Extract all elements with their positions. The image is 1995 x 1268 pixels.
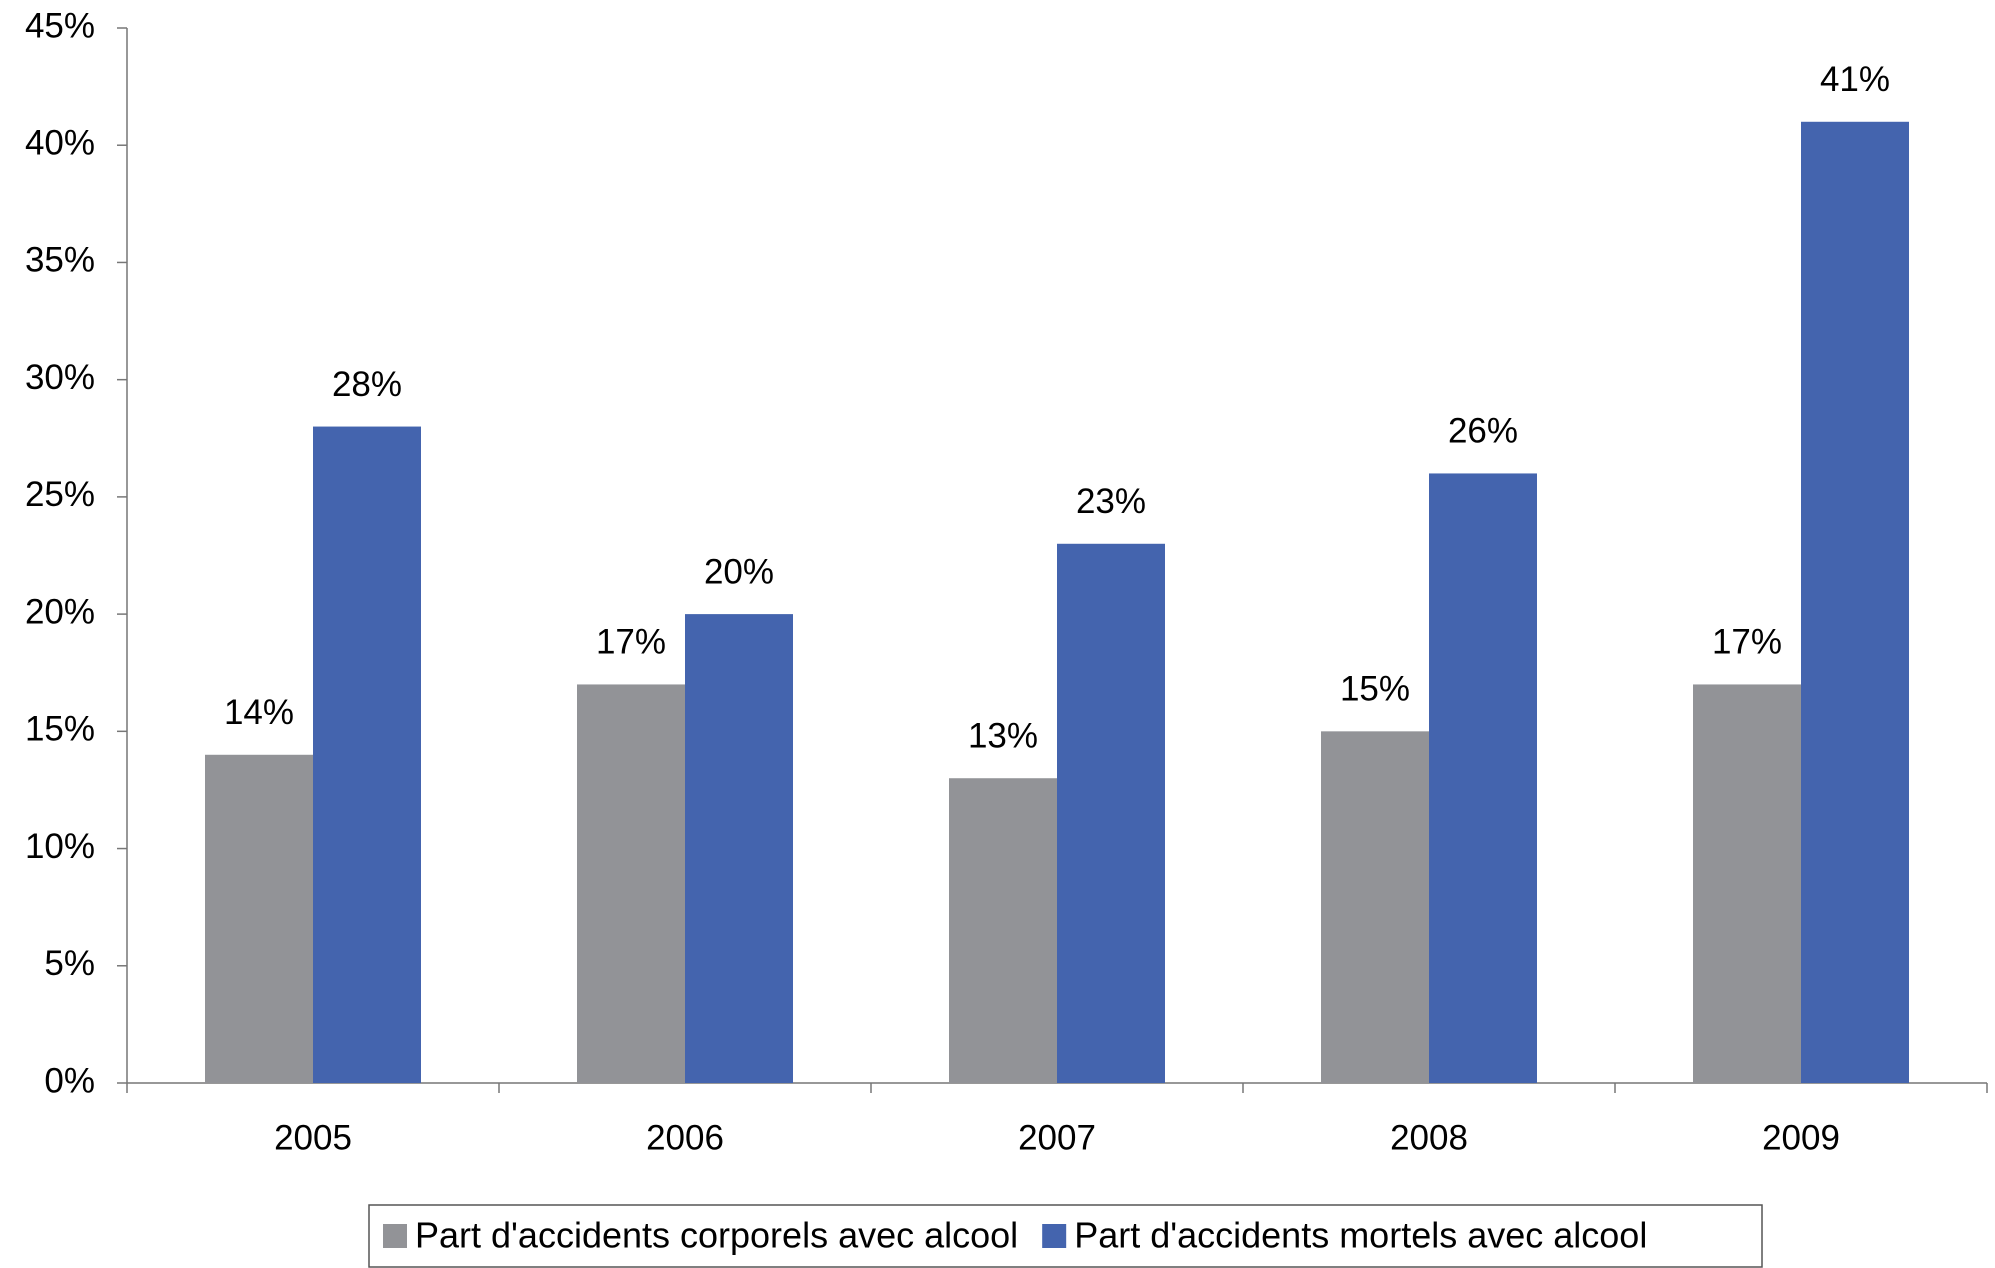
y-tick-label: 35% [25, 241, 95, 280]
data-label: 17% [596, 623, 666, 662]
y-tick-label: 25% [25, 475, 95, 514]
bar [1321, 731, 1429, 1083]
y-tick-label: 30% [25, 358, 95, 397]
y-tick-label: 20% [25, 592, 95, 631]
data-label: 13% [968, 716, 1038, 755]
y-tick-label: 45% [25, 6, 95, 45]
bar [1801, 121, 1909, 1084]
legend-label: Part d'accidents corporels avec alcool [415, 1215, 1018, 1256]
x-tick-label: 2008 [1390, 1118, 1468, 1157]
legend-swatch [383, 1224, 407, 1248]
y-tick-label: 5% [44, 944, 95, 983]
data-label: 26% [1448, 412, 1518, 451]
data-label: 17% [1712, 623, 1782, 662]
legend-swatch [1042, 1224, 1067, 1248]
x-tick-label: 2009 [1762, 1118, 1840, 1157]
bar [1429, 473, 1537, 1083]
bar [577, 684, 685, 1083]
x-tick-label: 2006 [646, 1118, 724, 1157]
y-tick-label: 10% [25, 827, 95, 866]
data-label: 28% [332, 365, 402, 404]
data-label: 41% [1820, 60, 1890, 99]
bar [685, 614, 793, 1083]
legend-label: Part d'accidents mortels avec alcool [1074, 1215, 1647, 1256]
x-tick-label: 2005 [274, 1118, 352, 1157]
bar [1057, 543, 1165, 1083]
data-label: 23% [1076, 482, 1146, 521]
y-tick-label: 15% [25, 710, 95, 749]
data-label: 14% [224, 693, 294, 732]
bar [313, 426, 421, 1083]
bar [205, 754, 313, 1083]
data-label: 15% [1340, 670, 1410, 709]
x-tick-label: 2007 [1018, 1118, 1096, 1157]
y-tick-label: 0% [44, 1061, 95, 1100]
y-tick-label: 40% [25, 123, 95, 162]
bar [949, 778, 1057, 1083]
bar [1693, 684, 1801, 1083]
data-label: 20% [704, 552, 774, 591]
